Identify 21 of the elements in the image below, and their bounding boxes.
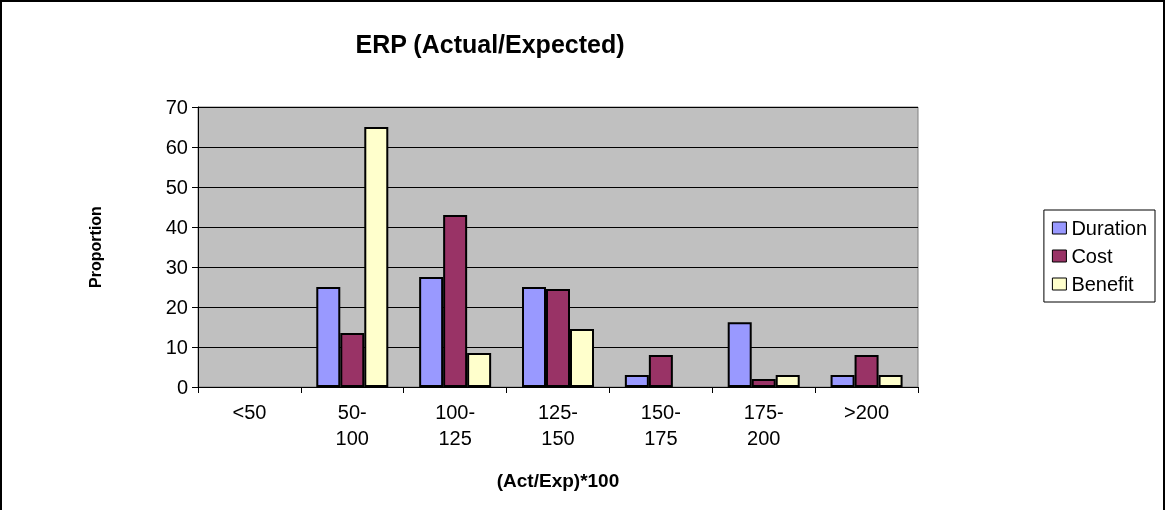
y-tick-label: 10 xyxy=(165,336,188,358)
legend-label: Benefit xyxy=(1071,273,1135,295)
y-axis-title: Proportion xyxy=(86,206,104,288)
legend-label: Duration xyxy=(1071,217,1148,239)
y-tick-label: 30 xyxy=(165,256,188,278)
y-tick-label: 60 xyxy=(165,136,188,158)
chart-title: ERP (Actual/Expected) xyxy=(355,29,625,58)
x-axis-title: (Act/Exp)*100 xyxy=(496,470,620,491)
y-tick-label: 20 xyxy=(165,296,188,318)
y-tick-label: 50 xyxy=(165,176,188,198)
x-tick-label: 100-125 xyxy=(435,401,476,449)
x-tick-label: 175-200 xyxy=(743,401,784,449)
x-tick-label: >200 xyxy=(844,401,890,423)
y-tick-label: 70 xyxy=(165,96,188,118)
legend-label: Cost xyxy=(1071,245,1113,267)
y-tick-label: 0 xyxy=(176,376,188,398)
x-tick-label: <50 xyxy=(232,401,267,423)
y-tick-label: 40 xyxy=(165,216,188,238)
x-tick-label: 150-175 xyxy=(640,401,681,449)
x-tick-label: 50-100 xyxy=(335,401,369,449)
x-tick-label: 125-150 xyxy=(537,401,579,449)
